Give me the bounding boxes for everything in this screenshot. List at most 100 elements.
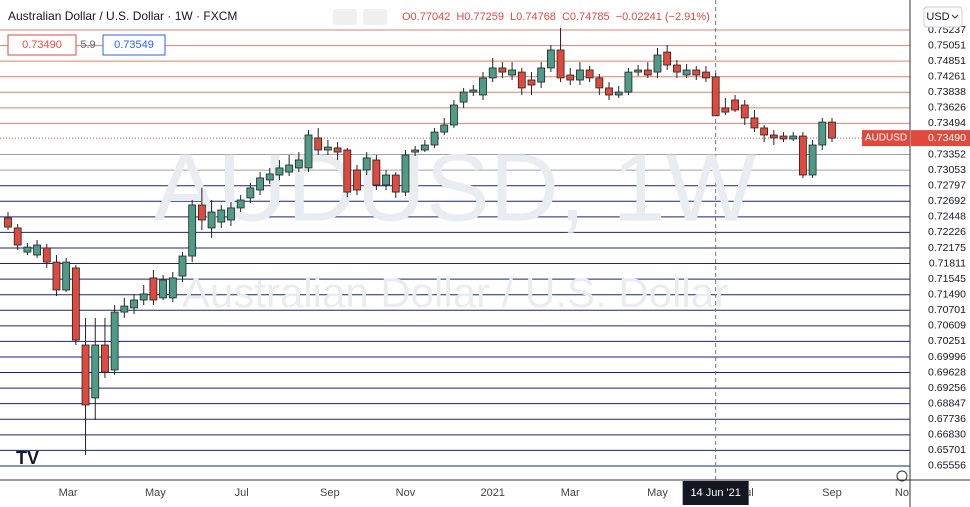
level-label: 0.72448: [928, 211, 966, 223]
candle-body: [13, 227, 22, 246]
ohlc-value: C0.74785: [562, 11, 610, 23]
candle-body: [411, 149, 420, 153]
candle-body: [256, 177, 264, 191]
candle-body: [769, 134, 778, 139]
watermark-name: Australian Dollar / U.S. Dollar: [182, 269, 728, 316]
level-label: 0.72797: [928, 179, 966, 191]
candle-body: [52, 261, 61, 291]
dropdown-icon: [951, 14, 959, 19]
candle-body: [459, 91, 468, 103]
candle-body: [469, 89, 478, 93]
candle-body: [828, 121, 836, 139]
candle-body: [517, 71, 526, 89]
candle-body: [42, 247, 51, 263]
level-label: 0.69256: [928, 382, 966, 394]
logo: TV: [16, 448, 39, 468]
level-label: 0.72226: [928, 226, 966, 238]
candle-body: [643, 69, 652, 76]
level-label: 0.74261: [928, 70, 966, 82]
candle-body: [556, 49, 565, 79]
candle-body: [576, 69, 584, 81]
buy-price: 0.73549: [114, 39, 154, 51]
level-label: 0.69628: [928, 366, 966, 378]
candle-body: [353, 169, 361, 191]
candle-body: [285, 164, 294, 173]
level-label: 0.72175: [928, 242, 966, 254]
level-label: 0.75051: [928, 39, 966, 51]
candle-body: [566, 74, 575, 81]
settings-icon[interactable]: [896, 470, 908, 482]
candle-body: [159, 279, 168, 299]
candle-body: [818, 121, 827, 146]
last-price-label: 0.73490: [928, 132, 966, 144]
candle-body: [178, 255, 187, 277]
level-label: 0.73494: [928, 117, 966, 129]
candle-body: [498, 67, 507, 73]
candle-body: [314, 137, 323, 151]
candle-body: [110, 311, 119, 371]
candle-body: [246, 187, 255, 199]
level-label: 0.65701: [928, 444, 966, 456]
candle-body: [731, 99, 739, 111]
candle-body: [605, 87, 613, 96]
candle-body: [188, 204, 197, 257]
candle-body: [682, 69, 691, 76]
candle-body: [585, 69, 594, 79]
crosshair-label: 14 Jun '21: [690, 487, 740, 499]
candle-body: [595, 77, 604, 89]
candle-body: [120, 305, 129, 313]
level-label: 0.70701: [928, 304, 966, 316]
candle-body: [711, 76, 720, 117]
candle-body: [4, 217, 12, 228]
ohlc-value: H0.77259: [456, 11, 504, 23]
candle-body: [789, 135, 798, 140]
level-label: 0.73838: [928, 86, 966, 98]
x-tick-label: Mar: [561, 487, 580, 499]
candle-body: [721, 107, 730, 113]
candle-body: [488, 67, 497, 79]
level-label: 0.71811: [929, 257, 966, 269]
currency-button[interactable]: [923, 6, 963, 28]
candle-body: [71, 267, 80, 341]
candle-body: [750, 117, 759, 129]
candle-body: [624, 71, 633, 93]
level-label: 0.67736: [928, 413, 966, 425]
candle-body: [333, 147, 342, 153]
level-label: 0.73352: [928, 148, 966, 160]
candle-body: [168, 277, 177, 299]
candle-body: [702, 71, 710, 79]
level-label: 0.69996: [928, 351, 966, 363]
level-label: 0.72692: [928, 195, 966, 207]
candle-body: [130, 299, 138, 309]
last-price-badge: [911, 130, 970, 147]
candle-body: [372, 159, 381, 186]
buy-button[interactable]: [102, 34, 166, 56]
candle-body: [227, 207, 235, 221]
candle-body: [430, 131, 439, 146]
icon-button[interactable]: [363, 9, 387, 25]
candle-body: [479, 77, 487, 96]
candle-body: [324, 146, 332, 151]
level-label: 0.70609: [928, 320, 966, 332]
candle-body: [508, 69, 516, 76]
candle-body: [779, 135, 788, 140]
crosshair-badge: [682, 481, 749, 505]
sell-button[interactable]: [7, 34, 77, 56]
candle-body: [614, 91, 623, 96]
icon-button[interactable]: [333, 9, 357, 25]
candle-body: [207, 211, 216, 229]
candle-body: [760, 127, 769, 136]
symbol-title: Australian Dollar / U.S. Dollar · 1W · F…: [8, 9, 237, 23]
level-label: 0.66830: [928, 429, 966, 441]
candle-body: [401, 154, 410, 193]
level-label: 0.73053: [928, 164, 966, 176]
candle-body: [304, 134, 313, 169]
level-label: 0.71490: [928, 288, 966, 300]
candle-body: [91, 344, 100, 399]
candle-body: [546, 49, 555, 69]
candle-body: [420, 144, 429, 151]
candle-body: [653, 54, 662, 73]
candle-body: [294, 159, 303, 169]
candle-body: [236, 199, 245, 209]
candle-body: [81, 344, 90, 406]
